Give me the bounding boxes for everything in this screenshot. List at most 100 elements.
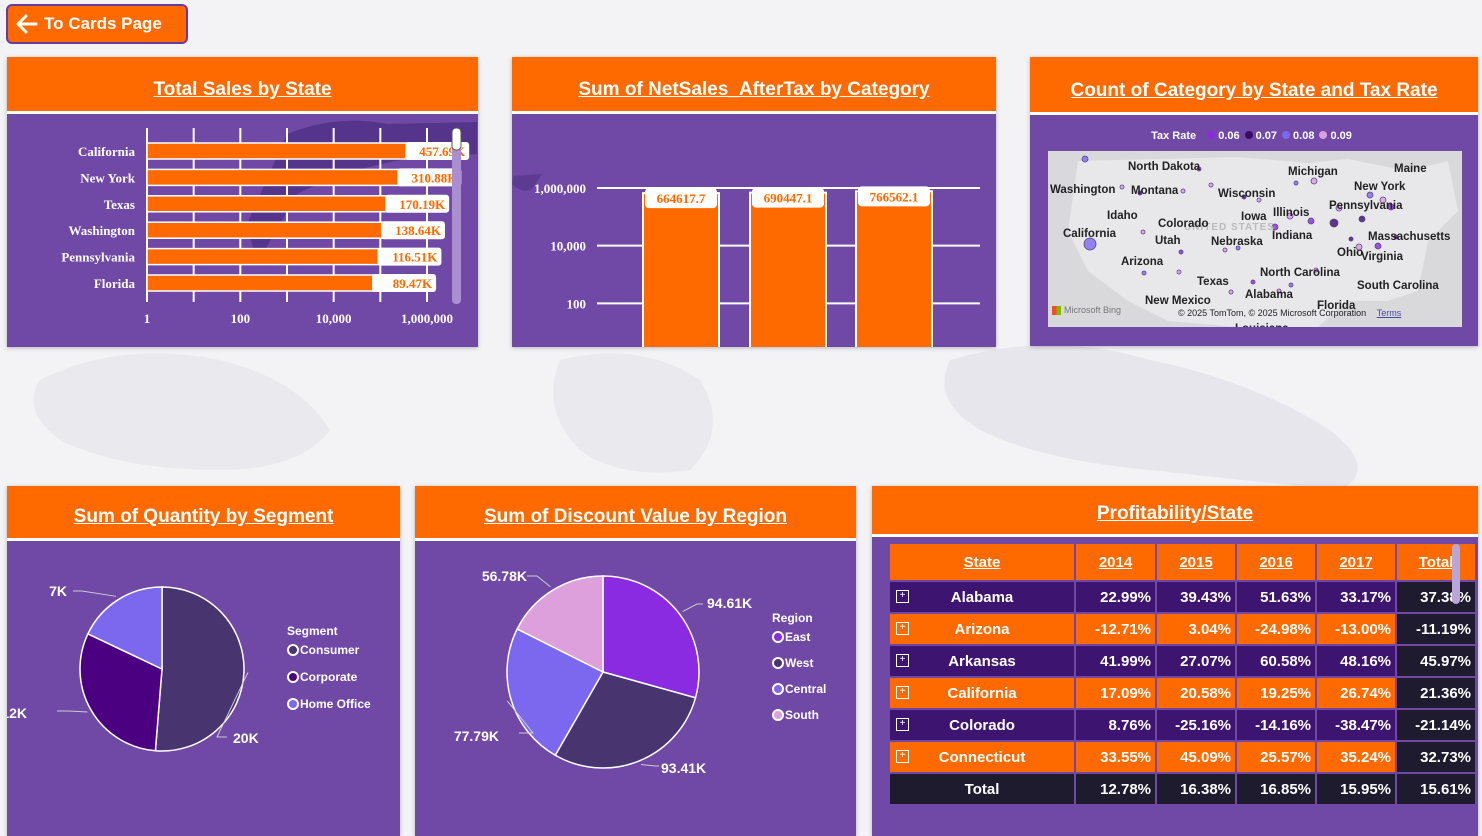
map-bubble[interactable] — [1141, 270, 1147, 276]
legend-item[interactable]: 0.06 — [1207, 130, 1240, 142]
bar[interactable] — [855, 190, 933, 347]
expand-icon[interactable]: + — [896, 654, 909, 667]
legend-item[interactable]: 0.07 — [1244, 130, 1277, 142]
map-bubble[interactable] — [1310, 177, 1318, 185]
column-header[interactable]: Total — [1397, 544, 1475, 580]
legend-label[interactable]: Consumer — [300, 643, 360, 657]
column-header[interactable]: 2014 — [1076, 544, 1155, 580]
column-header[interactable]: 2016 — [1237, 544, 1315, 580]
pie-slice[interactable] — [79, 632, 163, 752]
scrollbar-thumb[interactable] — [451, 127, 462, 151]
expand-icon[interactable]: + — [896, 750, 909, 763]
map-bubble[interactable] — [1178, 249, 1184, 255]
legend-dot-icon — [1244, 131, 1253, 139]
tax-rate-map-card: Count of Category by State and Tax Rate … — [1030, 57, 1478, 346]
legend-label[interactable]: South — [785, 708, 819, 722]
legend-dot-icon[interactable] — [287, 671, 299, 683]
expand-icon[interactable]: + — [896, 718, 909, 731]
legend-label[interactable]: East — [785, 630, 810, 644]
us-map[interactable]: UNITED STATES North Dakota Michigan Maine Wa… — [1048, 151, 1462, 327]
map-bubble[interactable] — [1180, 188, 1186, 194]
column-header[interactable]: State — [890, 544, 1074, 580]
map-viewport[interactable]: UNITED STATES North Dakota Michigan Maine Wa… — [1048, 151, 1462, 327]
legend-dot-icon[interactable] — [772, 631, 784, 643]
terms-link[interactable]: Terms — [1376, 308, 1402, 318]
bar[interactable] — [146, 142, 412, 160]
column-header[interactable]: 2015 — [1157, 544, 1235, 580]
map-bubble[interactable] — [1256, 197, 1262, 203]
map-bubble[interactable] — [1393, 234, 1399, 240]
value-cell: -24.98% — [1237, 614, 1315, 644]
bar[interactable] — [146, 247, 385, 266]
legend-label[interactable]: Central — [785, 682, 826, 696]
map-bubble[interactable] — [1241, 194, 1247, 200]
map-bubble[interactable] — [1176, 269, 1182, 275]
pie-slice[interactable] — [554, 671, 697, 769]
map-bubble[interactable] — [1379, 196, 1387, 204]
pie-slice[interactable] — [602, 575, 700, 699]
table-scrollbar[interactable] — [1452, 544, 1460, 604]
bing-logo: Microsoft Bing — [1052, 305, 1121, 315]
map-bubble[interactable] — [1358, 215, 1366, 223]
x-tick-label: 100 — [231, 311, 251, 326]
value-cell: 33.17% — [1317, 582, 1395, 612]
pie-slice[interactable] — [86, 586, 163, 671]
value-cell: 48.16% — [1317, 646, 1395, 676]
expand-icon[interactable]: + — [896, 622, 909, 635]
value-cell: 45.09% — [1157, 742, 1235, 772]
category-label: California — [78, 144, 136, 159]
map-bubble[interactable] — [1307, 217, 1315, 225]
map-bubble[interactable] — [1137, 190, 1143, 196]
legend-dot-icon[interactable] — [772, 683, 784, 695]
bar[interactable] — [146, 168, 405, 187]
map-bubble[interactable] — [1355, 243, 1363, 251]
map-bubble[interactable] — [1288, 282, 1294, 288]
expand-icon[interactable]: + — [896, 686, 909, 699]
card-title: Sum of Quantity by Segment — [7, 486, 400, 541]
map-bubble[interactable] — [1335, 204, 1343, 212]
scrollbar[interactable] — [452, 128, 461, 304]
map-bubble[interactable] — [1196, 166, 1202, 172]
map-bubble[interactable] — [1140, 229, 1146, 235]
map-bubble[interactable] — [1329, 218, 1339, 228]
map-bubble[interactable] — [1208, 182, 1214, 188]
bar[interactable] — [146, 221, 388, 239]
category-label: Pennsylvania — [61, 250, 135, 265]
bar[interactable] — [642, 192, 720, 347]
bar[interactable] — [146, 195, 392, 213]
legend-label[interactable]: West — [785, 656, 813, 670]
map-state-label: Ohio — [1337, 247, 1363, 259]
legend-dot-icon[interactable] — [287, 698, 299, 710]
pie-slice[interactable] — [154, 586, 245, 752]
pie-slice[interactable] — [516, 575, 604, 674]
map-bubble[interactable] — [1286, 212, 1294, 220]
map-bubble[interactable] — [1387, 203, 1395, 211]
map-bubble[interactable] — [1222, 247, 1228, 253]
legend-dot-icon[interactable] — [772, 709, 784, 721]
map-bubble[interactable] — [1250, 279, 1256, 285]
legend-dot-icon[interactable] — [772, 657, 784, 669]
column-header[interactable]: 2017 — [1317, 544, 1395, 580]
bar[interactable] — [749, 191, 827, 347]
legend-item[interactable]: 0.09 — [1319, 130, 1352, 142]
map-bubble[interactable] — [1119, 184, 1125, 190]
legend-label[interactable]: Home Office — [300, 697, 371, 711]
map-bubble[interactable] — [1313, 267, 1319, 273]
legend-label[interactable]: Corporate — [300, 670, 358, 684]
expand-icon[interactable]: + — [896, 590, 909, 603]
map-bubble[interactable] — [1366, 191, 1374, 199]
map-bubble[interactable] — [1081, 155, 1089, 163]
to-cards-page-button[interactable]: To Cards Page — [6, 4, 188, 44]
map-bubble[interactable] — [1293, 180, 1299, 186]
state-cell: + Alabama — [890, 582, 1074, 612]
map-bubble[interactable] — [1374, 242, 1382, 250]
map-bubble[interactable] — [1276, 288, 1282, 294]
map-bubble[interactable] — [1271, 223, 1279, 231]
bar[interactable] — [146, 274, 379, 292]
map-bubble[interactable] — [1348, 236, 1354, 242]
legend-item[interactable]: 0.08 — [1282, 130, 1314, 142]
map-bubble[interactable] — [1083, 237, 1097, 251]
map-bubble[interactable] — [1235, 245, 1241, 251]
map-bubble[interactable] — [1228, 289, 1234, 295]
legend-dot-icon[interactable] — [287, 644, 299, 656]
